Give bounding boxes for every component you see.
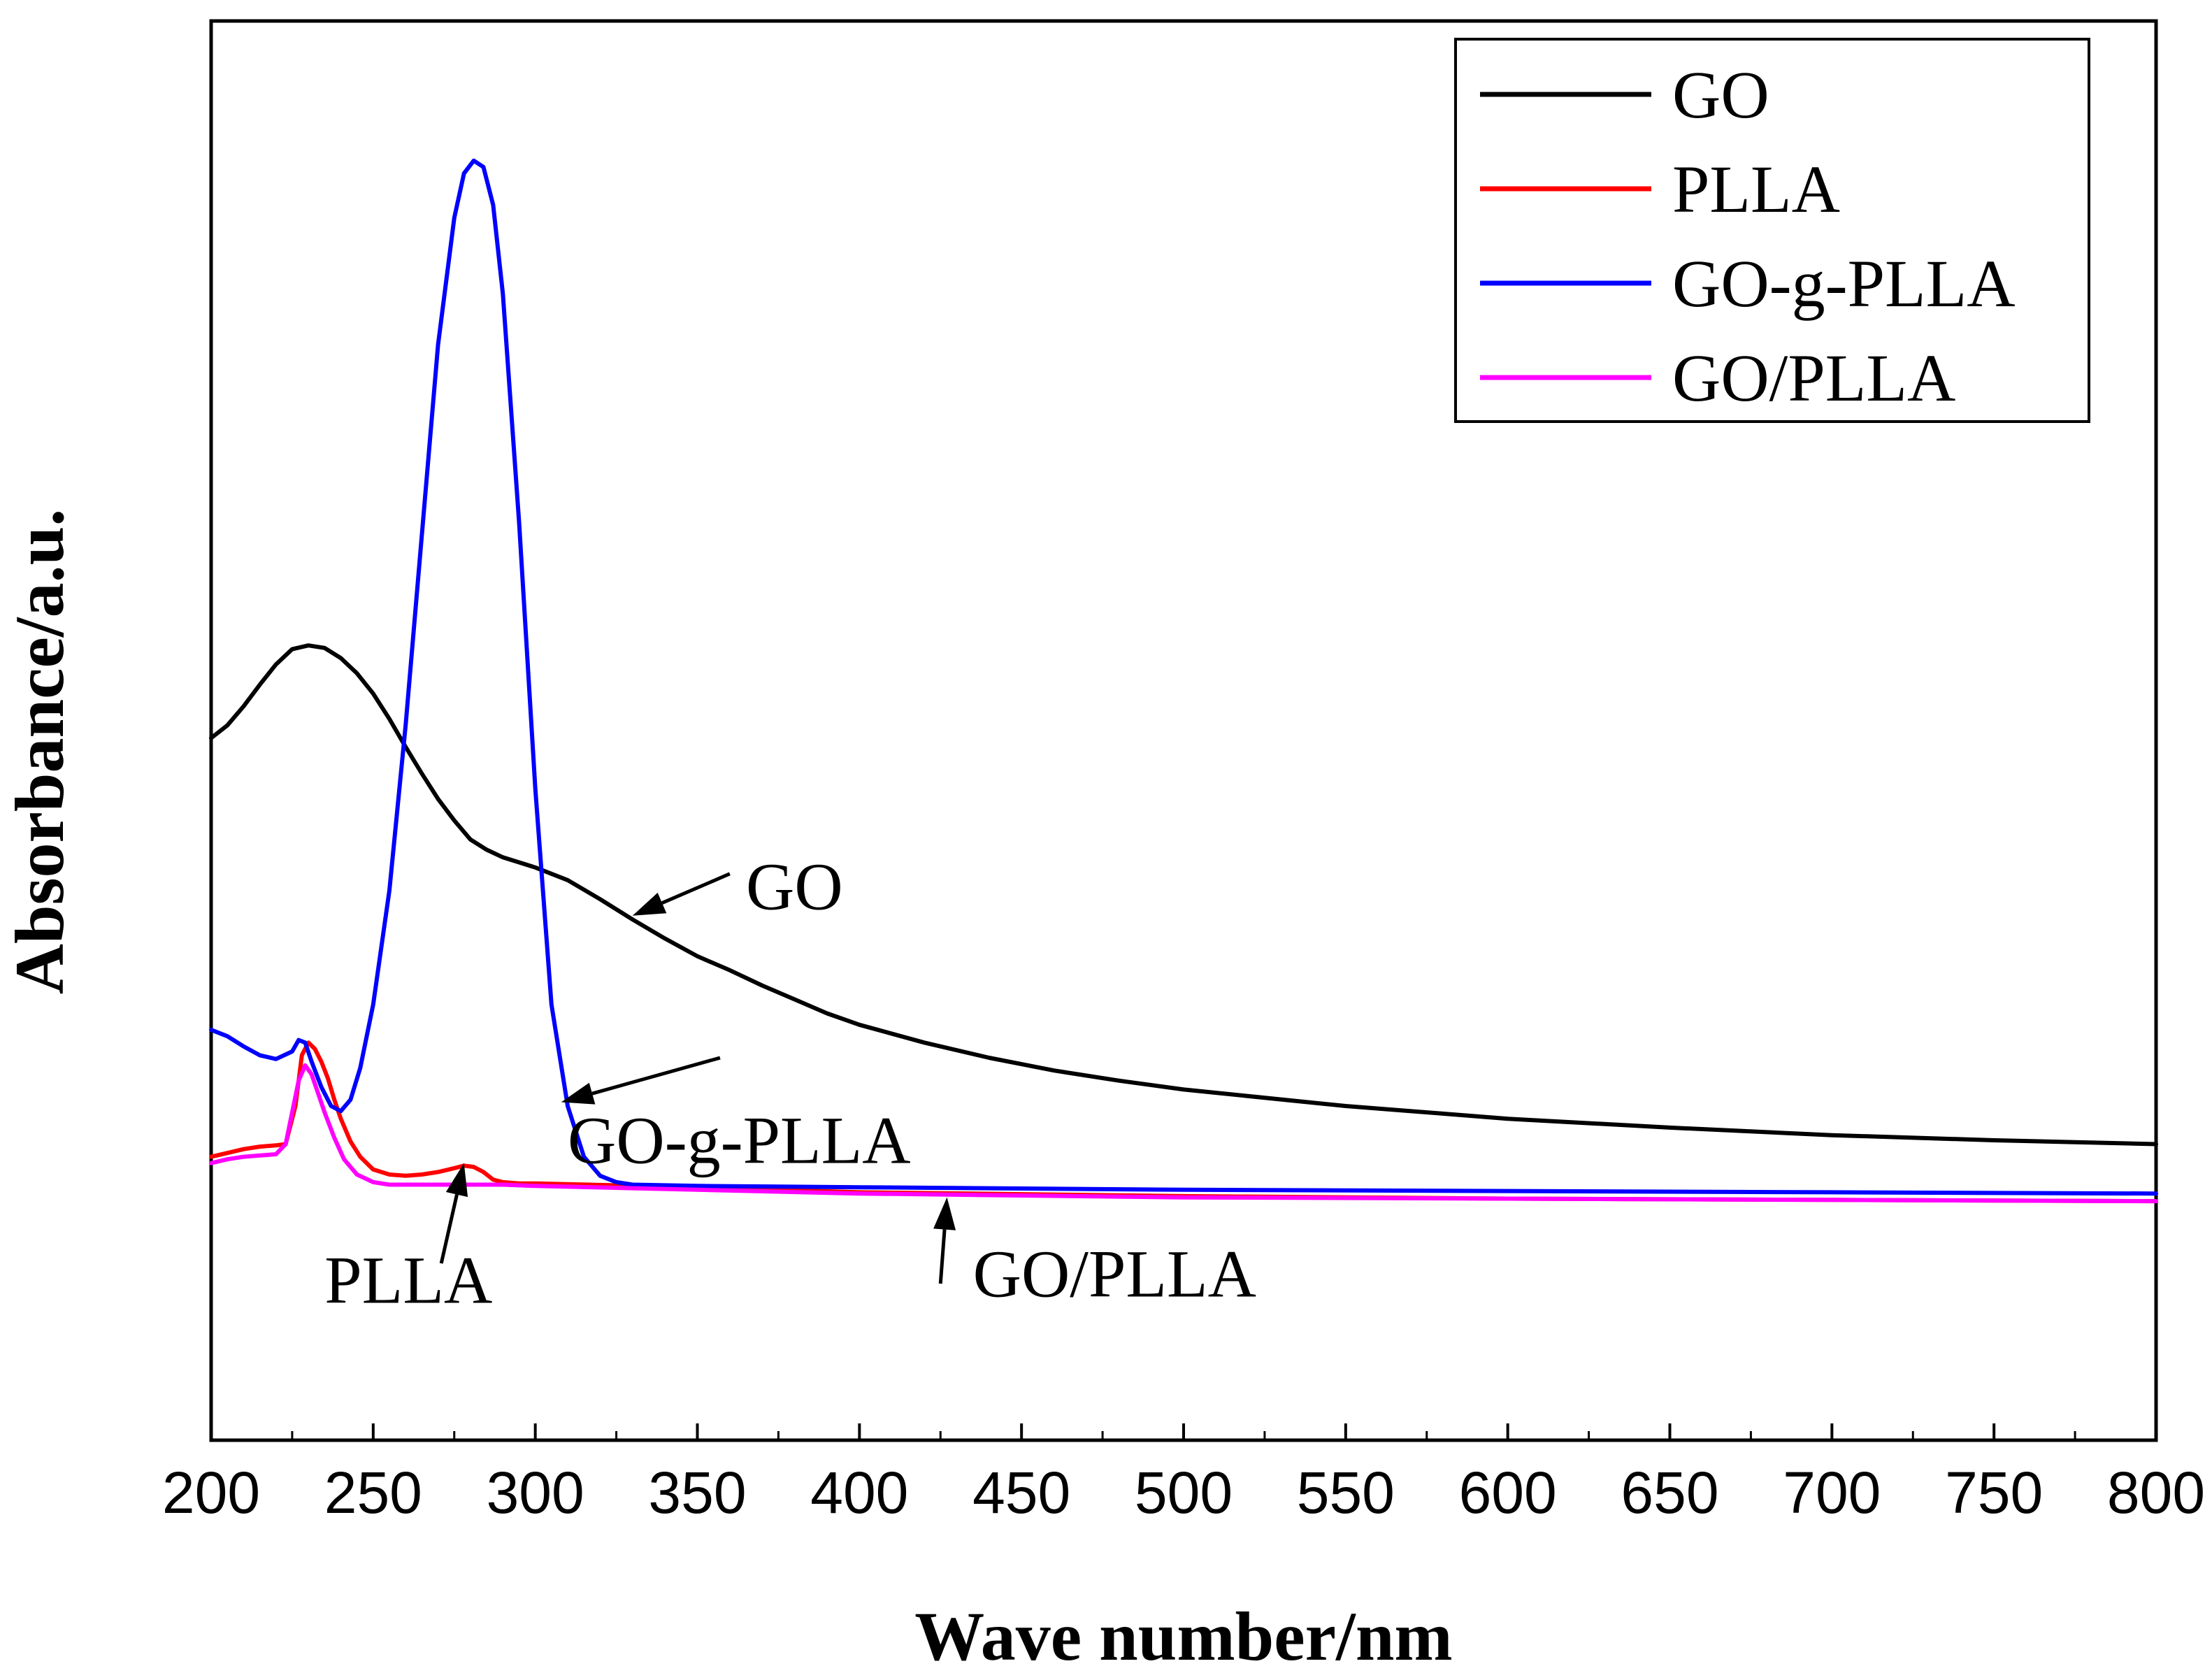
annotation-arrowhead-go-plla	[933, 1197, 956, 1230]
annotations-layer: GO GO-g-PLLA PLLA GO/PLLA	[324, 849, 1256, 1318]
x-tick-label: 300	[487, 1460, 584, 1525]
annotation-arrowhead-go	[632, 892, 667, 916]
series-line-go	[209, 643, 2158, 1147]
x-tick-label: 350	[648, 1460, 746, 1525]
x-tick-label: 200	[162, 1460, 260, 1525]
annotation-arrowhead-go-g-plla	[561, 1082, 596, 1105]
x-tick-label: 500	[1135, 1460, 1233, 1525]
x-tick-label: 700	[1783, 1460, 1881, 1525]
legend-label-go: GO	[1672, 57, 1769, 132]
annotation-label-plla: PLLA	[324, 1242, 492, 1317]
legend-box	[1454, 38, 2090, 423]
x-tick-label: 800	[2107, 1460, 2205, 1525]
annotation-arrow-plla	[439, 1193, 459, 1264]
series-line-go-g-plla	[209, 158, 2158, 1196]
x-tick-label: 550	[1297, 1460, 1395, 1525]
legend-label-go-plla: GO/PLLA	[1672, 340, 1955, 415]
legend: GO PLLA GO-g-PLLA GO/PLLA	[1454, 38, 2090, 423]
legend-label-go-g-plla: GO-g-PLLA	[1672, 246, 2016, 321]
annotation-label-go-plla: GO/PLLA	[973, 1236, 1256, 1311]
x-tick-label: 250	[324, 1460, 422, 1525]
y-axis-title: Absorbance/a.u.	[1, 509, 78, 995]
x-tick-label: 400	[810, 1460, 908, 1525]
annotation-arrow-go-g-plla	[591, 1056, 721, 1096]
series-line-go-plla	[209, 1063, 2158, 1204]
x-axis-title: Wave number/nm	[914, 1597, 1452, 1673]
x-tick-label: 600	[1459, 1460, 1557, 1525]
annotation-arrowhead-plla	[445, 1163, 468, 1198]
x-axis-ticks: 200 250 300 350 400 450 500 550 600 650 700 750 800	[162, 1423, 2205, 1525]
series-layer	[209, 158, 2158, 1204]
legend-label-plla: PLLA	[1672, 152, 1840, 227]
x-tick-label: 450	[972, 1460, 1070, 1525]
x-tick-label: 750	[1945, 1460, 2043, 1525]
annotation-label-go: GO	[746, 849, 843, 924]
annotation-arrow-go-plla	[938, 1229, 947, 1284]
x-tick-label: 650	[1621, 1460, 1718, 1525]
annotation-label-go-g-plla: GO-g-PLLA	[568, 1103, 911, 1178]
annotation-arrow-go	[661, 872, 731, 905]
